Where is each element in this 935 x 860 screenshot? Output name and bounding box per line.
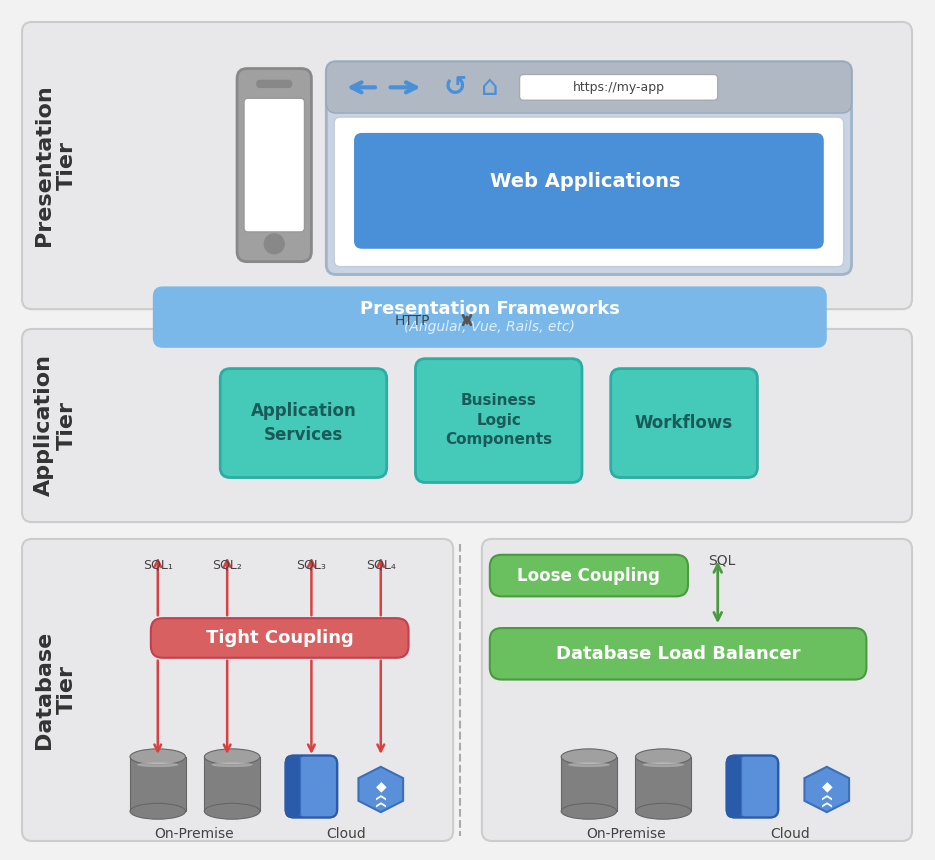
Ellipse shape — [561, 749, 617, 765]
Text: ↺: ↺ — [443, 73, 467, 101]
Ellipse shape — [642, 762, 684, 767]
Text: https://my-app: https://my-app — [572, 81, 665, 94]
Text: ❯❯: ❯❯ — [376, 790, 386, 807]
Ellipse shape — [137, 762, 179, 767]
Polygon shape — [358, 767, 403, 812]
Text: ❯❯: ❯❯ — [822, 790, 832, 807]
Ellipse shape — [211, 762, 253, 767]
Text: SQL: SQL — [708, 554, 735, 568]
FancyBboxPatch shape — [205, 757, 260, 811]
FancyBboxPatch shape — [334, 117, 843, 267]
Ellipse shape — [568, 762, 610, 767]
Ellipse shape — [130, 803, 185, 820]
Text: Application
Tier: Application Tier — [34, 354, 78, 496]
FancyBboxPatch shape — [130, 757, 185, 811]
Text: On-Premise: On-Premise — [585, 827, 666, 841]
FancyBboxPatch shape — [152, 286, 827, 347]
Text: Tight Coupling: Tight Coupling — [206, 629, 353, 647]
Text: SQL₁: SQL₁ — [143, 559, 173, 572]
Text: ⌂: ⌂ — [481, 73, 498, 101]
FancyBboxPatch shape — [490, 555, 688, 596]
Text: Application
Services: Application Services — [251, 402, 356, 444]
Text: Database Load Balancer: Database Load Balancer — [555, 645, 800, 663]
Ellipse shape — [130, 749, 185, 765]
FancyBboxPatch shape — [237, 69, 311, 261]
FancyBboxPatch shape — [22, 329, 912, 522]
FancyBboxPatch shape — [151, 618, 409, 658]
Text: Presentation Frameworks: Presentation Frameworks — [360, 300, 620, 318]
FancyBboxPatch shape — [22, 22, 912, 310]
FancyBboxPatch shape — [244, 98, 305, 232]
Text: Cloud: Cloud — [326, 827, 366, 841]
FancyBboxPatch shape — [726, 756, 741, 817]
Text: Presentation
Tier: Presentation Tier — [34, 85, 78, 247]
FancyBboxPatch shape — [326, 62, 852, 114]
Text: (Angular, Vue, Rails, etc): (Angular, Vue, Rails, etc) — [404, 320, 575, 334]
Text: SQL₂: SQL₂ — [212, 559, 242, 572]
Text: On-Premise: On-Premise — [154, 827, 235, 841]
FancyBboxPatch shape — [326, 62, 852, 274]
Text: ◆: ◆ — [376, 779, 386, 794]
Text: Cloud: Cloud — [770, 827, 810, 841]
Circle shape — [265, 234, 284, 254]
Ellipse shape — [561, 803, 617, 820]
Text: Loose Coupling: Loose Coupling — [517, 567, 660, 585]
Text: Database
Tier: Database Tier — [34, 630, 78, 748]
FancyBboxPatch shape — [561, 757, 617, 811]
FancyBboxPatch shape — [520, 75, 718, 101]
Ellipse shape — [205, 749, 260, 765]
FancyBboxPatch shape — [285, 756, 300, 817]
FancyBboxPatch shape — [726, 756, 778, 817]
Text: HTTP: HTTP — [395, 314, 430, 328]
FancyBboxPatch shape — [636, 757, 691, 811]
FancyBboxPatch shape — [221, 369, 387, 477]
FancyBboxPatch shape — [611, 369, 757, 477]
FancyBboxPatch shape — [490, 628, 867, 679]
FancyBboxPatch shape — [301, 756, 336, 817]
Polygon shape — [804, 767, 849, 812]
Ellipse shape — [205, 803, 260, 820]
FancyBboxPatch shape — [482, 539, 912, 841]
Ellipse shape — [636, 749, 691, 765]
Text: SQL₄: SQL₄ — [366, 559, 396, 572]
FancyBboxPatch shape — [285, 756, 338, 817]
Text: Web Applications: Web Applications — [490, 172, 680, 192]
FancyBboxPatch shape — [22, 539, 453, 841]
Ellipse shape — [636, 803, 691, 820]
FancyBboxPatch shape — [742, 756, 777, 817]
FancyBboxPatch shape — [257, 81, 292, 88]
FancyBboxPatch shape — [354, 133, 824, 249]
Text: Business
Logic
Components: Business Logic Components — [445, 393, 553, 447]
Text: ◆: ◆ — [822, 779, 832, 794]
Text: Workflows: Workflows — [635, 414, 733, 432]
Text: SQL₃: SQL₃ — [296, 559, 326, 572]
FancyBboxPatch shape — [415, 359, 582, 482]
